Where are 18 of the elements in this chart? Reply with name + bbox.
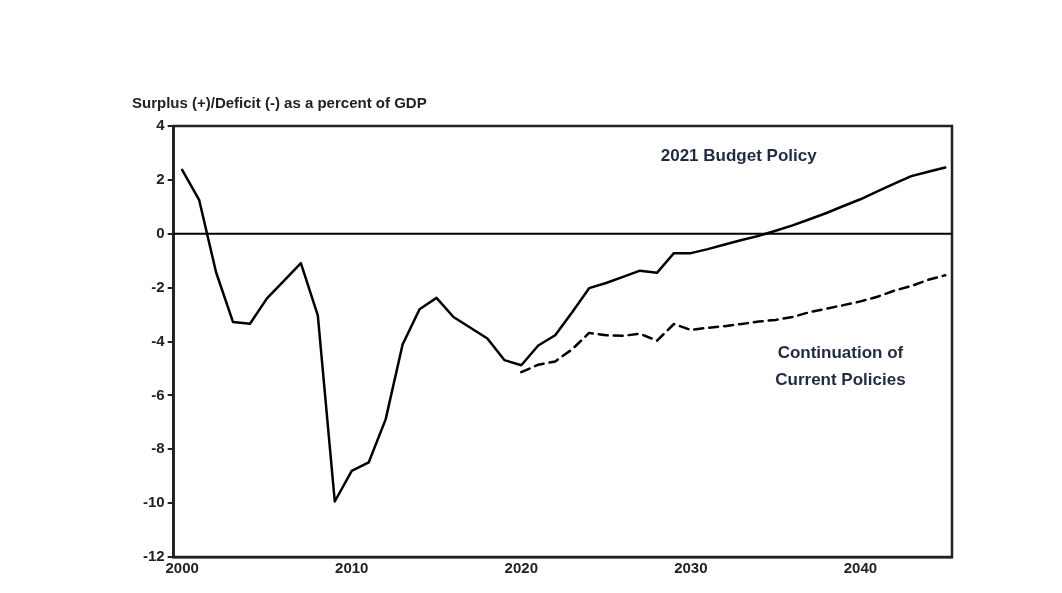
y-tick-label: 0 (156, 223, 165, 241)
y-tick-label: -10 (142, 493, 165, 511)
line-series (520, 273, 947, 374)
series-label: Continuation of Current Policies (775, 342, 906, 389)
y-tick-label: -6 (151, 385, 165, 403)
y-axis-title: Surplus (+)/Deficit (-) as a percent of GDP (132, 94, 427, 111)
x-tick-label: 2000 (165, 559, 199, 577)
x-tick-label: 2020 (504, 559, 538, 577)
y-tick-label: 2 (156, 170, 165, 188)
y-tick-label: -12 (142, 547, 165, 565)
y-tick-label: -2 (151, 277, 165, 295)
x-tick-label: 2040 (843, 559, 878, 577)
x-tick-label: 2010 (335, 559, 369, 577)
y-tick-label: -4 (151, 331, 166, 349)
text: 2021 Budget Policy (660, 145, 818, 165)
x-tick-label: 2030 (674, 559, 708, 577)
y-tick-label: 4 (156, 116, 166, 134)
y-tick-label: -8 (151, 439, 165, 457)
